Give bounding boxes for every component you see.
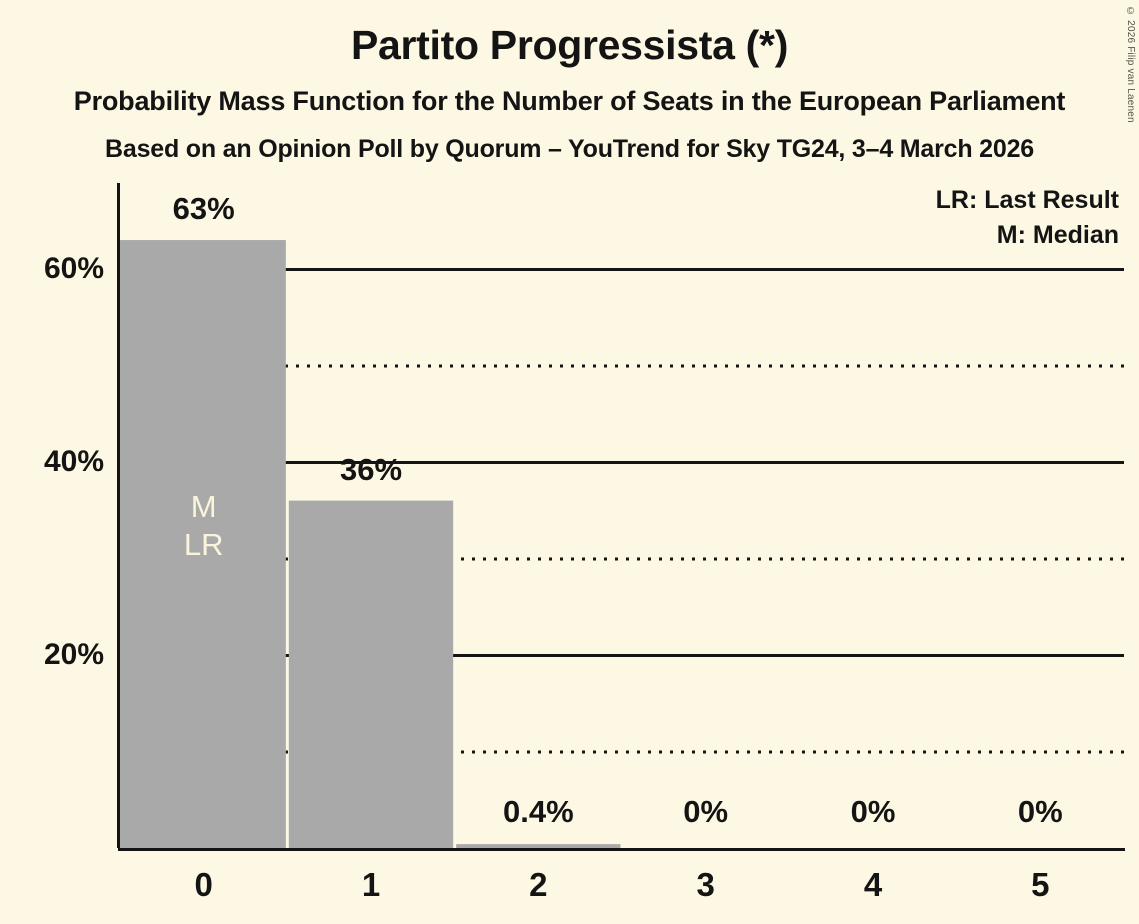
bars-group: [120, 240, 621, 849]
bar: [456, 844, 621, 848]
x-axis-tick-label: 1: [361, 866, 381, 903]
bar-annotation: M LR: [121, 488, 287, 564]
median-marker: M: [190, 489, 217, 524]
chart-subtitle: Probability Mass Function for the Number…: [73, 86, 1066, 116]
chart-header: Partito Progressista (*) Probability Mas…: [0, 0, 1139, 180]
chart-source-note: Based on an Opinion Poll by Quorum – You…: [105, 135, 1034, 163]
chart-legend: LR: Last Result M: Median: [936, 183, 1119, 253]
bar-value-label: 0%: [683, 794, 729, 829]
x-axis-tick-label: 4: [863, 866, 883, 903]
x-axis-tick-label: 0: [194, 866, 213, 903]
axes-group: [117, 183, 1125, 851]
legend-item-median: M: Median: [996, 221, 1119, 249]
bar-value-label: 0.4%: [502, 794, 574, 829]
x-axis-tick-label: 2: [529, 866, 548, 903]
bar-value-label: 0%: [850, 794, 896, 829]
gridlines: [120, 268, 1124, 754]
y-axis-tick-label: 20%: [43, 638, 104, 671]
x-axis-tick-label: 3: [696, 866, 715, 903]
bar-value-label: 0%: [1017, 794, 1063, 829]
page-title: Partito Progressista (*): [350, 22, 789, 68]
x-axis-tick-label: 5: [1031, 866, 1050, 903]
last-result-marker: LR: [183, 527, 224, 562]
y-axis-tick-label: 60%: [43, 252, 104, 285]
bar-value-label: 36%: [339, 451, 403, 487]
bar: [120, 240, 286, 849]
copyright-notice: © 2026 Filip van Laenen: [1125, 6, 1136, 123]
legend-item-last-result: LR: Last Result: [935, 186, 1119, 214]
y-axis-tick-label: 40%: [43, 445, 104, 478]
bar-value-label: 63%: [172, 191, 235, 227]
bar: [288, 500, 454, 848]
